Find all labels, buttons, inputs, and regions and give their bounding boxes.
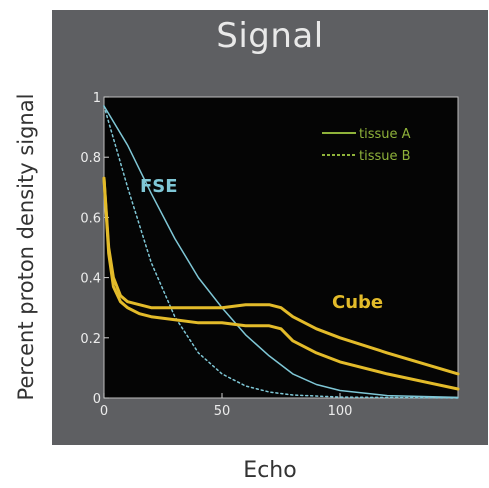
series-line-fse-dotted-1	[103, 105, 459, 399]
y-tick-label: 1	[93, 91, 101, 106]
x-tick-label: 50	[214, 404, 231, 419]
series-line-cube-solid-3	[102, 176, 460, 391]
y-tick-label: 0.4	[80, 272, 101, 287]
chart-title: Signal	[216, 16, 324, 56]
legend-label-tissue-a: tissue A	[359, 127, 411, 142]
y-tick-label: 0.8	[80, 151, 101, 166]
plot-frame	[103, 96, 459, 399]
y-tick-label: 0.2	[80, 332, 101, 347]
series-line-cube-solid-2	[102, 176, 460, 376]
plot-area	[104, 97, 458, 398]
x-tick-label: 100	[328, 404, 353, 419]
annotation-fse: FSE	[140, 176, 178, 197]
series-line-fse-solid-0	[103, 105, 459, 399]
legend-label-tissue-b: tissue B	[359, 149, 411, 164]
x-tick-label: 0	[100, 404, 108, 419]
x-axis-label: Echo	[243, 458, 297, 483]
annotation-cube: Cube	[332, 292, 383, 313]
y-tick-label: 0	[93, 392, 101, 407]
y-tick-label: 0.6	[80, 211, 101, 226]
